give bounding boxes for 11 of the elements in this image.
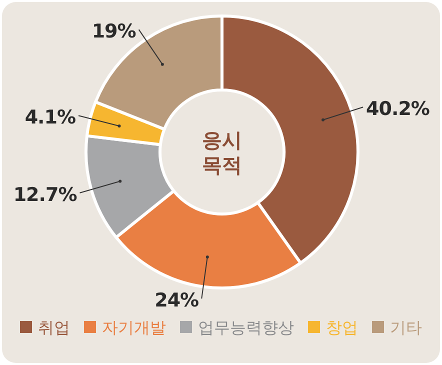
text: 응시 목적	[202, 128, 242, 177]
data-label: 12.7%	[13, 184, 78, 206]
legend-label: 취업	[38, 318, 70, 337]
data-label: 24%	[154, 290, 200, 312]
data-label: 4.1%	[24, 106, 76, 129]
data-label: 19%	[92, 20, 136, 43]
legend-label: 자기개발	[102, 318, 166, 337]
legend-label: 기타	[390, 318, 422, 337]
legend-label: 창업	[326, 318, 358, 337]
legend-label: 업무능력향상	[198, 318, 294, 337]
data-label: 40.2%	[366, 98, 430, 120]
